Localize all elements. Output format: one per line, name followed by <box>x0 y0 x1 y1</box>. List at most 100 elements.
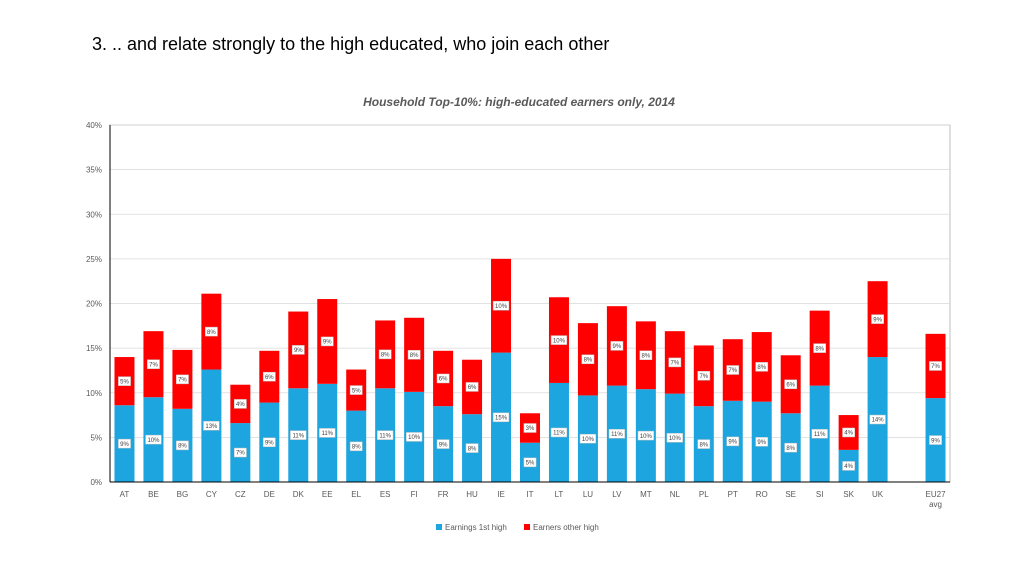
data-label: 6% <box>786 382 795 388</box>
data-label: 7% <box>236 451 245 457</box>
data-label: 11% <box>292 433 304 439</box>
x-tick-label: DE <box>264 490 275 499</box>
x-tick-label: EU27 avg <box>926 490 947 509</box>
x-tick-label: RO <box>756 490 768 499</box>
chart-title: Household Top-10%: high-educated earners… <box>363 95 675 109</box>
data-label-box <box>118 438 131 449</box>
data-label: 11% <box>321 431 333 437</box>
data-label: 7% <box>728 368 737 374</box>
data-label-box <box>436 439 450 449</box>
data-label: 8% <box>381 353 390 359</box>
data-label: 8% <box>699 442 708 448</box>
x-tick-label: ES <box>380 490 391 499</box>
data-label: 15% <box>495 415 508 421</box>
x-tick-label: IE <box>497 490 505 499</box>
data-label: 13% <box>205 424 218 430</box>
data-label-box <box>523 457 537 468</box>
data-label: 4% <box>844 464 853 470</box>
data-label-box <box>811 429 828 439</box>
data-label: 14% <box>872 418 885 424</box>
x-tick-label: UK <box>872 490 884 499</box>
data-label-box <box>726 436 740 447</box>
data-label: 5% <box>526 461 535 467</box>
data-label-box <box>436 373 450 384</box>
x-tick-label: SE <box>785 490 796 499</box>
data-label-box <box>319 428 336 438</box>
data-label: 11% <box>553 431 565 437</box>
data-label: 5% <box>352 388 361 394</box>
data-label: 8% <box>410 353 419 359</box>
data-label-box <box>262 437 276 448</box>
data-label: 11% <box>611 432 623 438</box>
y-tick-label: 25% <box>86 255 102 264</box>
data-label-box <box>726 365 740 375</box>
data-label: 9% <box>439 442 448 448</box>
data-label-box <box>291 345 305 355</box>
x-tick-label: EL <box>351 490 361 499</box>
data-label: 9% <box>294 348 303 354</box>
data-label: 9% <box>931 438 940 444</box>
x-tick-label: SK <box>843 490 854 499</box>
x-tick-label: CY <box>206 490 218 499</box>
data-label-box <box>233 447 247 458</box>
data-label: 10% <box>408 435 421 441</box>
data-label: 6% <box>468 385 477 391</box>
data-label: 9% <box>613 344 622 350</box>
y-axis: 0% 5% 10% 15% 20% 25% 30% 35% 40% <box>86 121 111 487</box>
data-label: 9% <box>120 442 129 448</box>
data-label-box <box>697 371 711 381</box>
legend-swatch-earnings-1st-high <box>436 524 442 530</box>
legend-label-earners-other-high: Earners other high <box>533 523 599 532</box>
data-label-box <box>550 335 568 345</box>
data-label: 7% <box>931 364 940 370</box>
x-tick-label: MT <box>640 490 652 499</box>
y-tick-label: 30% <box>86 210 102 219</box>
data-label: 8% <box>207 330 216 336</box>
data-label: 7% <box>699 374 708 380</box>
y-tick-label: 10% <box>86 389 102 398</box>
data-label: 8% <box>815 346 824 352</box>
data-label: 9% <box>873 317 882 323</box>
data-label: 10% <box>553 338 566 344</box>
data-label: 8% <box>584 357 593 363</box>
data-label-box <box>262 371 276 382</box>
x-tick-label: HU <box>466 490 478 499</box>
y-tick-label: 15% <box>86 344 102 353</box>
data-label: 8% <box>642 353 651 359</box>
data-label: 9% <box>728 440 737 446</box>
data-label-box <box>666 433 683 443</box>
data-label-box <box>929 435 942 445</box>
data-label-box <box>784 379 798 390</box>
x-tick-label: PL <box>699 490 709 499</box>
legend: Earnings 1st high Earners other high <box>436 523 599 532</box>
data-label: 11% <box>814 432 826 438</box>
bars: 9% 5% 10% 7% 8% 7% 13% 8% 7% 4% 9% 6% 11% 9% 11% 9% 8% 5%… <box>114 258 946 482</box>
data-label-box <box>349 441 363 452</box>
data-label-box <box>492 300 510 311</box>
data-label-box <box>755 437 769 447</box>
slide-title: 3. .. and relate strongly to the high ed… <box>92 34 610 54</box>
data-label: 11% <box>379 433 391 439</box>
data-label-box <box>349 385 363 395</box>
data-label-box <box>871 314 884 324</box>
data-label-box <box>755 362 769 372</box>
x-axis: AT BE BG CY CZ DE DK EE EL ES FI FR HU IE IT LT LU LV MT NL… <box>110 481 950 509</box>
data-label-box <box>378 349 392 360</box>
y-tick-label: 40% <box>86 121 102 130</box>
y-tick-label: 20% <box>86 300 102 309</box>
data-label: 8% <box>352 445 361 451</box>
data-label-box <box>610 341 624 351</box>
data-label: 9% <box>323 340 332 346</box>
data-label-box <box>118 376 131 386</box>
legend-swatch-earners-other-high <box>524 524 530 530</box>
data-label: 3% <box>526 426 535 432</box>
data-label-box <box>407 350 421 360</box>
data-label: 8% <box>178 444 187 450</box>
data-label: 4% <box>844 431 853 437</box>
data-label-box <box>145 434 162 445</box>
data-label-box <box>550 427 568 438</box>
x-tick-label: AT <box>120 490 130 499</box>
y-tick-label: 5% <box>90 433 102 442</box>
data-label-box <box>842 427 855 438</box>
